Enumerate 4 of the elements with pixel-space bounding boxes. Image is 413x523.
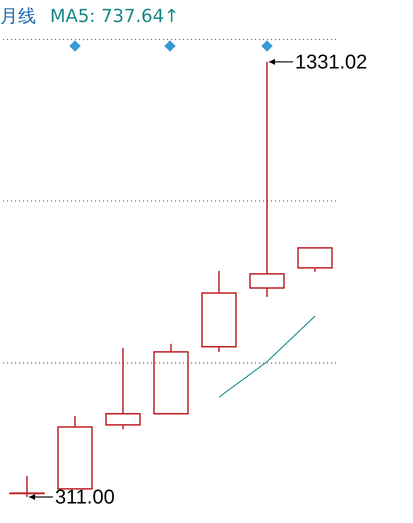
annotation: MA5: 737.64↑ bbox=[50, 6, 180, 27]
annotation: 1331.02 bbox=[295, 51, 368, 74]
chart-title: 月线 bbox=[0, 6, 36, 27]
annotation: 311.00 bbox=[55, 486, 115, 508]
